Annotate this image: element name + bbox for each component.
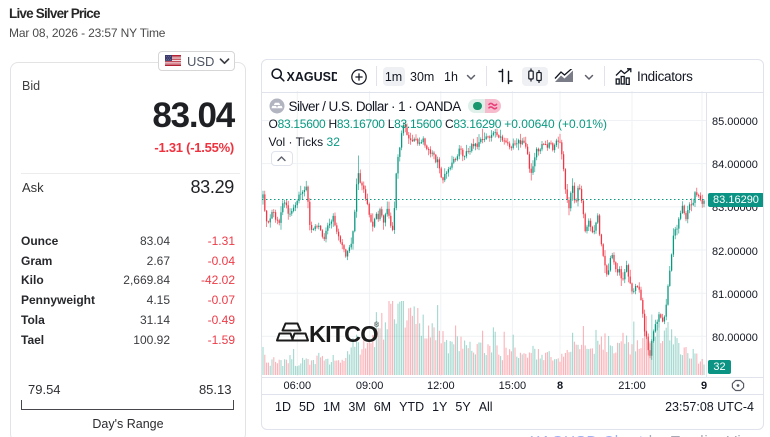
svg-text:®: ® [374, 321, 380, 329]
svg-text:KITCO: KITCO [309, 321, 378, 347]
